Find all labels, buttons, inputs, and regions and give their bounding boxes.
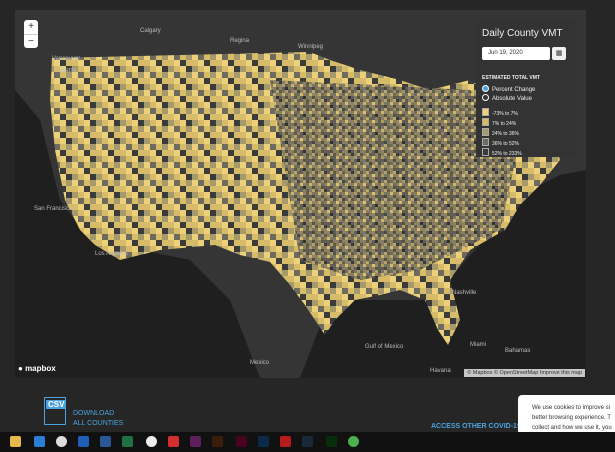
mapbox-text: mapbox bbox=[25, 364, 56, 373]
download-line: ALL COUNTIES bbox=[73, 420, 124, 427]
legend-item: 7% to 24% bbox=[482, 118, 516, 127]
legend-swatch bbox=[482, 118, 489, 126]
mapbox-logo: ● mapbox bbox=[18, 364, 56, 373]
radio-option[interactable]: Absolute Value bbox=[482, 94, 532, 102]
app-icon[interactable] bbox=[190, 436, 201, 447]
panel-subtitle: ESTIMATED TOTAL VMT bbox=[482, 75, 540, 81]
option-label: Absolute Value bbox=[492, 96, 532, 102]
city: Winnipeg bbox=[298, 44, 323, 50]
city: Seattle bbox=[58, 68, 77, 74]
legend-item: 52% to 233% bbox=[482, 148, 522, 157]
option-label: Percent Change bbox=[492, 87, 536, 93]
csv-icon[interactable]: CSV bbox=[44, 397, 67, 425]
app-icon[interactable] bbox=[78, 436, 89, 447]
app-icon[interactable] bbox=[122, 436, 133, 447]
legend-label: 36% to 52% bbox=[492, 141, 519, 147]
city: Havana bbox=[430, 368, 451, 374]
taskbar bbox=[0, 432, 615, 452]
app-icon[interactable] bbox=[348, 436, 359, 447]
app-icon[interactable] bbox=[258, 436, 269, 447]
zoom-out[interactable]: − bbox=[28, 36, 34, 47]
app-icon[interactable] bbox=[168, 436, 179, 447]
calendar-button[interactable]: ▦ bbox=[552, 47, 566, 60]
radio-dot[interactable] bbox=[482, 94, 489, 101]
counties-east bbox=[270, 80, 520, 280]
app-icon[interactable] bbox=[236, 436, 247, 447]
city: Nashville bbox=[452, 290, 477, 296]
zoom-in[interactable]: + bbox=[24, 20, 38, 35]
legend-item: 24% to 36% bbox=[482, 128, 519, 137]
app-icon[interactable] bbox=[302, 436, 313, 447]
control-panel: Daily County VMT Jun 19, 2020 ▦ ESTIMATE… bbox=[476, 20, 575, 157]
date-input[interactable]: Jun 19, 2020 bbox=[482, 47, 550, 60]
legend-swatch bbox=[482, 128, 489, 136]
cookie-banner: We use cookies to improve si better brow… bbox=[518, 395, 615, 432]
download-link[interactable]: DOWNLOAD ALL COUNTIES bbox=[73, 409, 123, 429]
panel-title: Daily County VMT bbox=[482, 28, 563, 39]
city: San Francisco bbox=[34, 206, 73, 212]
legend-swatch bbox=[482, 138, 489, 146]
legend-label: 7% to 24% bbox=[492, 121, 517, 127]
cookie-line: better browsing experience. T bbox=[532, 415, 611, 421]
app-icon[interactable] bbox=[34, 436, 45, 447]
city: Bahamas bbox=[505, 348, 530, 354]
access-link[interactable]: ACCESS OTHER COVID-19 bbox=[431, 423, 521, 430]
city: Los Angeles bbox=[95, 251, 128, 257]
cookie-line: collect and how we use it, you bbox=[532, 425, 612, 431]
radio-dot[interactable] bbox=[482, 85, 489, 92]
app-icon[interactable] bbox=[146, 436, 157, 447]
attribution[interactable]: © Mapbox © OpenStreetMap Improve this ma… bbox=[464, 369, 585, 377]
app-icon[interactable] bbox=[56, 436, 67, 447]
legend-swatch bbox=[482, 108, 489, 116]
legend-swatch bbox=[482, 148, 489, 156]
app-icon[interactable] bbox=[100, 436, 111, 447]
zoom-control: + − bbox=[24, 20, 38, 48]
legend-label: 52% to 233% bbox=[492, 151, 522, 157]
legend-item: 36% to 52% bbox=[482, 138, 519, 147]
cookie-line: We use cookies to improve si bbox=[532, 405, 610, 411]
app-icon[interactable] bbox=[10, 436, 21, 447]
city: Regina bbox=[230, 38, 250, 44]
legend-item: -73% to 7% bbox=[482, 108, 518, 117]
city: Miami bbox=[470, 342, 486, 348]
radio-option[interactable]: Percent Change bbox=[482, 85, 535, 93]
legend-label: -73% to 7% bbox=[492, 111, 518, 117]
app-icon[interactable] bbox=[326, 436, 337, 447]
city: Calgary bbox=[140, 28, 161, 34]
city: Gulf of Mexico bbox=[365, 344, 404, 350]
csv-label: CSV bbox=[46, 400, 67, 409]
app-icon[interactable] bbox=[280, 436, 291, 447]
legend-label: 24% to 36% bbox=[492, 131, 519, 137]
app-icon[interactable] bbox=[212, 436, 223, 447]
city: Mexico bbox=[250, 360, 270, 366]
download-line: DOWNLOAD bbox=[73, 410, 115, 417]
city: Vancouver bbox=[52, 56, 80, 62]
